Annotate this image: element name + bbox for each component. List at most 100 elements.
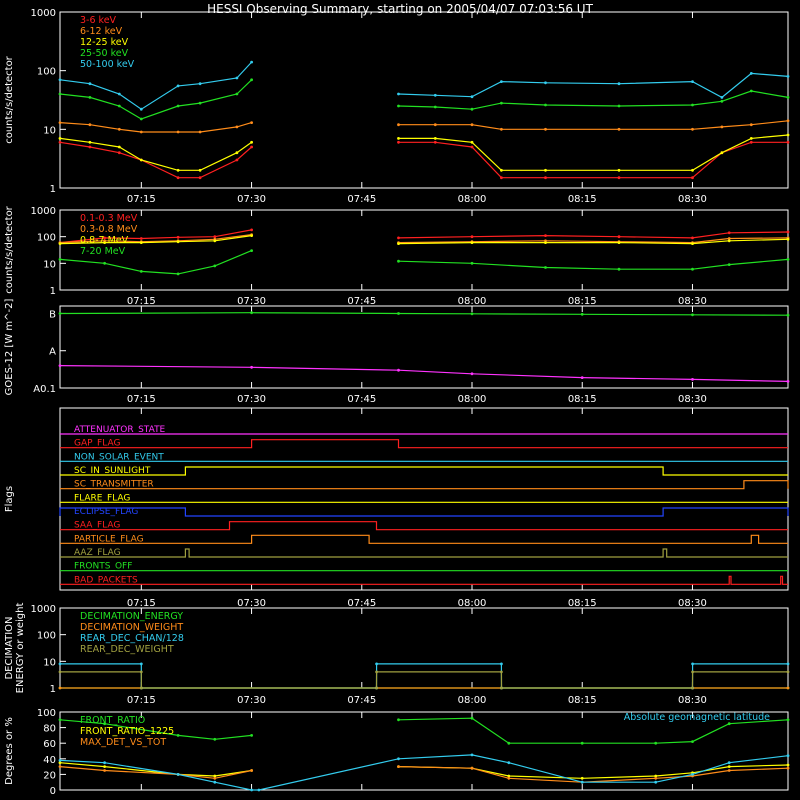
- series-4-point: [470, 95, 474, 99]
- series-0-point: [727, 722, 731, 726]
- series-3-point: [103, 761, 106, 765]
- flag-label: ECLIPSE_FLAG: [74, 507, 138, 517]
- legend-entry: 12-25 keV: [80, 37, 129, 48]
- series-2-point: [58, 662, 62, 666]
- flag-label: SAA_FLAG: [74, 521, 120, 531]
- legend-entry: 50-100 keV: [80, 59, 135, 70]
- series-3-point: [375, 686, 378, 690]
- series-1-point: [654, 774, 658, 778]
- series-line-0: [59, 229, 252, 244]
- series-2-point: [500, 168, 503, 172]
- series-3-point: [139, 270, 143, 273]
- series-3-point: [580, 780, 584, 784]
- series-2-point: [727, 239, 731, 243]
- series-2-point: [139, 662, 143, 666]
- series-3-point: [198, 101, 202, 105]
- y-tick-label: B: [49, 309, 56, 320]
- series-3-point: [117, 104, 121, 108]
- series-0-point: [250, 228, 254, 232]
- series-3-point: [617, 267, 621, 271]
- x-tick-label: 07:45: [347, 598, 376, 609]
- plot-frame: [59, 11, 789, 189]
- plot-frame: [59, 407, 789, 591]
- x-tick-label: 07:15: [127, 194, 156, 205]
- series-4-point: [235, 76, 239, 80]
- series-3-point: [139, 117, 143, 121]
- series-2-point: [786, 662, 790, 666]
- series-1-point: [691, 127, 694, 131]
- legend-entry: REAR_DEC_CHAN/128: [80, 633, 184, 644]
- series-1-point: [58, 121, 62, 124]
- series-2-point: [58, 242, 62, 246]
- legend-entry: 0.1-0.3 MeV: [80, 213, 138, 224]
- series-3-point: [691, 267, 694, 271]
- series-0-point: [507, 741, 511, 745]
- y-tick-label: 80: [43, 724, 56, 735]
- y-axis-label: counts/s/detector: [4, 55, 15, 143]
- series-3-point: [691, 670, 694, 674]
- series-3-point: [176, 272, 180, 276]
- flag-label: AAZ_FLAG: [74, 548, 121, 558]
- y-axis-label: Flags: [4, 486, 15, 512]
- series-line-2: [59, 235, 252, 245]
- series-3-point: [720, 99, 724, 103]
- plot-frame: [59, 305, 789, 389]
- series-4-point: [691, 80, 694, 83]
- series-0-point: [749, 140, 753, 144]
- series-0-point: [786, 230, 790, 234]
- series-0-point: [58, 718, 62, 722]
- series-4-point: [500, 80, 503, 83]
- legend-entry: 25-50 keV: [80, 48, 129, 59]
- y-tick-label: A: [49, 347, 56, 358]
- y-tick-label: 20: [43, 770, 56, 781]
- flag-label: GAP_FLAG: [74, 439, 120, 449]
- series-1-point: [786, 686, 790, 690]
- series-4-point: [786, 75, 790, 78]
- panel-highE: 07:15 07:30 07:45 08:00 08:15 08:30 counts/s/d…: [4, 205, 790, 307]
- x-tick-label: 08:00: [458, 695, 487, 706]
- series-0-point: [691, 176, 694, 180]
- y-axis-label: GOES-12 [W m^-2]: [4, 299, 15, 396]
- series-2-point: [375, 662, 378, 666]
- y-tick-label: 0: [50, 786, 56, 797]
- series-4-point: [433, 93, 437, 97]
- series-2-point: [433, 137, 437, 140]
- series-0-point: [617, 235, 621, 239]
- series-2-point: [103, 769, 106, 772]
- series-2-point: [176, 240, 180, 244]
- series-1-point: [691, 378, 694, 381]
- x-tick-label: 08:00: [458, 598, 487, 609]
- series-0-point: [198, 176, 202, 180]
- series-1-point: [397, 368, 400, 372]
- series-0-point: [58, 140, 62, 144]
- series-2-point: [250, 140, 254, 144]
- series-3-point: [470, 753, 474, 757]
- panel-lowE: 07:15 07:30 07:45 08:00 08:15 08:30 counts/s/d…: [4, 8, 790, 205]
- series-3-point: [617, 104, 621, 108]
- series-0-point: [544, 234, 547, 238]
- series-1-point: [250, 121, 254, 124]
- x-tick-label: 08:15: [568, 394, 597, 405]
- series-1-point: [749, 123, 753, 127]
- x-tick-label: 08:00: [458, 296, 487, 307]
- series-3-point: [433, 105, 437, 109]
- series-1-point: [500, 127, 503, 131]
- y-axis-label: counts/s/detector: [4, 205, 15, 293]
- series-2-point: [139, 241, 143, 245]
- series-2-point: [213, 239, 217, 243]
- x-tick-label: 07:15: [127, 296, 156, 307]
- series-3-point: [58, 92, 62, 96]
- plot-frame: [59, 711, 789, 791]
- series-0-point: [58, 312, 62, 315]
- series-line-1: [59, 234, 252, 244]
- series-line-2: [398, 134, 789, 171]
- series-0-point: [786, 140, 790, 144]
- series-3-point: [727, 263, 731, 266]
- series-2-point: [198, 168, 202, 172]
- series-line-2: [59, 137, 252, 171]
- series-3-point: [140, 686, 143, 690]
- y-tick-label: 100: [37, 708, 56, 719]
- x-tick-label: 07:30: [237, 394, 266, 405]
- x-tick-label: 08:15: [568, 194, 597, 205]
